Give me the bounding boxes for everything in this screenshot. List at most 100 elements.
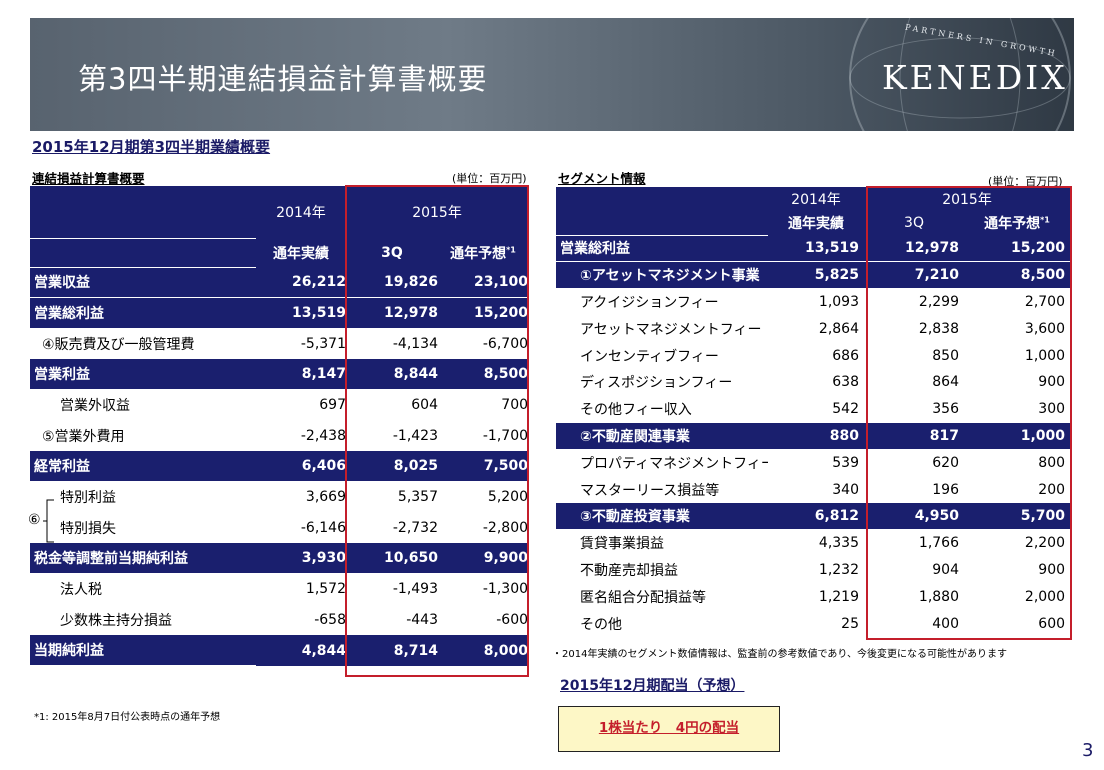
row-label: その他フィー収入 <box>580 402 692 419</box>
cell-value: 604 <box>411 397 438 414</box>
cell-value: -1,700 <box>482 427 529 444</box>
table-row: 営業総利益 13,519 12,978 15,200 <box>30 297 529 329</box>
segment-note: ・2014年実績のセグメント数値情報は、監査前の参考数値であり、今後変更になる可… <box>552 649 1007 660</box>
cell-value: -2,438 <box>300 427 346 444</box>
cell-value: 15,200 <box>964 235 1071 263</box>
row-label: マスターリース損益等 <box>580 482 720 499</box>
row-label: 少数株主持分損益 <box>60 612 172 629</box>
table-row: アクイジションフィー 1,093 2,299 2,700 <box>556 289 1070 316</box>
cell-value: 12,978 <box>346 297 438 329</box>
table-row: 少数株主持分損益 -658 -443 -600 <box>30 605 528 636</box>
cell-value: 5,200 <box>487 489 529 506</box>
col-3q: 3Q <box>864 211 964 235</box>
table-row: ⑤営業外費用 -2,438 -1,423 -1,700 <box>30 420 528 451</box>
left-unit: (単位：百万円) <box>452 172 527 185</box>
table-row: マスターリース損益等 340 196 200 <box>556 476 1070 503</box>
table-row: 特別利益 3,669 5,357 5,200 <box>30 482 528 513</box>
table-row: 当期純利益 4,844 8,714 8,000 <box>30 635 529 667</box>
cell-value: 26,212 <box>256 267 346 299</box>
cell-value: 6,812 <box>768 502 864 531</box>
cell-value: 2,299 <box>918 294 959 311</box>
table-row: アセットマネジメントフィー 2,864 2,838 3,600 <box>556 315 1070 342</box>
cell-value: 23,100 <box>438 267 529 299</box>
row-label: ②不動産関連事業 <box>556 422 768 450</box>
page-number: 3 <box>1082 740 1094 761</box>
cell-value: 1,000 <box>964 422 1071 450</box>
row-label: 経常利益 <box>30 451 256 483</box>
table-row: 経常利益 6,406 8,025 7,500 <box>30 451 529 483</box>
cell-value: 12,978 <box>864 235 964 263</box>
cell-value: 10,650 <box>346 543 438 575</box>
cell-value: 3,669 <box>305 489 346 506</box>
cell-value: 8,025 <box>346 451 438 483</box>
globe-icon <box>849 18 1071 131</box>
income-statement-table: 2014年 2015年 通年実績 3Q 通年予想*1 営業収益 26,212 19,… <box>30 186 529 667</box>
year-2014: 2014年 <box>256 186 346 238</box>
row-label: 営業外収益 <box>60 398 130 415</box>
cell-value: 880 <box>768 422 864 450</box>
table-row: 法人税 1,572 -1,493 -1,300 <box>30 574 528 605</box>
left-table-title: 連結損益計算書概要 <box>32 171 145 186</box>
cell-value: 200 <box>1038 481 1066 498</box>
year-2014: 2014年 <box>768 187 864 211</box>
cell-value: 15,200 <box>438 297 529 329</box>
cell-value: 3,930 <box>256 543 346 575</box>
logo: KENEDIX <box>882 58 1068 97</box>
cell-value: 19,826 <box>346 267 438 299</box>
table-row: プロパティマネジメントフィー 539 620 800 <box>556 449 1070 476</box>
table-row: ①アセットマネジメント事業 5,825 7,210 8,500 <box>556 261 1071 290</box>
cell-value: -658 <box>314 611 346 628</box>
table-row: 営業利益 8,147 8,844 8,500 <box>30 359 529 391</box>
footnote: *1: 2015年8月7日付公表時点の通年予想 <box>34 712 221 723</box>
cell-value: 13,519 <box>768 235 864 263</box>
cell-value: 817 <box>864 422 964 450</box>
row-label: ①アセットマネジメント事業 <box>556 261 768 290</box>
row-label: 匿名組合分配損益等 <box>580 589 706 606</box>
row-label: アセットマネジメントフィー <box>580 321 762 338</box>
table-header-row: 通年実績 3Q 通年予想*1 <box>556 211 1071 236</box>
cell-value: 850 <box>932 347 959 364</box>
row-label: インセンティブフィー <box>580 348 719 365</box>
row-label: ④販売費及び一般管理費 <box>42 336 195 353</box>
section-title: 2015年12月期第3四半期業績概要 <box>32 138 271 156</box>
table-header-row: 2014年 2015年 <box>556 187 1071 211</box>
table-row: 税金等調整前当期純利益 3,930 10,650 9,900 <box>30 543 529 575</box>
table-header-row: 通年実績 3Q 通年予想*1 <box>30 238 529 268</box>
row-label: 当期純利益 <box>30 635 256 667</box>
row-label: その他 <box>580 616 622 633</box>
year-2015: 2015年 <box>864 187 1071 211</box>
cell-value: 9,900 <box>438 543 529 575</box>
table-row: ディスポジションフィー 638 864 900 <box>556 369 1070 396</box>
cell-value: 6,406 <box>256 451 346 483</box>
table-row: 営業外収益 697 604 700 <box>30 390 528 421</box>
row-label: 営業収益 <box>30 267 256 299</box>
row-label: 特別損失 <box>60 520 116 537</box>
cell-value: 3,600 <box>1024 320 1066 337</box>
row-label: 法人税 <box>60 582 102 599</box>
cell-value: 4,335 <box>818 535 859 552</box>
cell-value: -2,732 <box>392 519 438 536</box>
cell-value: 5,825 <box>768 261 864 290</box>
row-label: ③不動産投資事業 <box>556 502 768 531</box>
row-label: 営業総利益 <box>556 235 768 263</box>
segment-table: 2014年 2015年 通年実績 3Q 通年予想*1 営業総利益 13,519 12… <box>556 187 1071 637</box>
row-label: 不動産売却損益 <box>580 562 678 579</box>
cell-value: -6,700 <box>482 335 529 352</box>
table-row: ④販売費及び一般管理費 -5,371 -4,134 -6,700 <box>30 328 528 359</box>
table-row: 営業収益 26,212 19,826 23,100 <box>30 267 529 299</box>
table-header-row: 2014年 2015年 <box>30 186 529 239</box>
cell-value: 8,147 <box>256 359 346 391</box>
cell-value: 8,844 <box>346 359 438 391</box>
cell-value: 700 <box>501 397 529 414</box>
row-label: 営業利益 <box>30 359 256 391</box>
cell-value: 300 <box>1038 401 1066 418</box>
cell-value: 356 <box>932 401 959 418</box>
cell-value: 904 <box>932 561 959 578</box>
cell-value: 8,500 <box>964 261 1071 290</box>
cell-value: 7,210 <box>864 261 964 290</box>
table-row: 特別損失 -6,146 -2,732 -2,800 <box>30 513 528 544</box>
cell-value: -5,371 <box>300 335 346 352</box>
cell-value: 400 <box>932 615 959 632</box>
col-3q: 3Q <box>346 238 438 267</box>
table-row: その他フィー収入 542 356 300 <box>556 396 1070 423</box>
